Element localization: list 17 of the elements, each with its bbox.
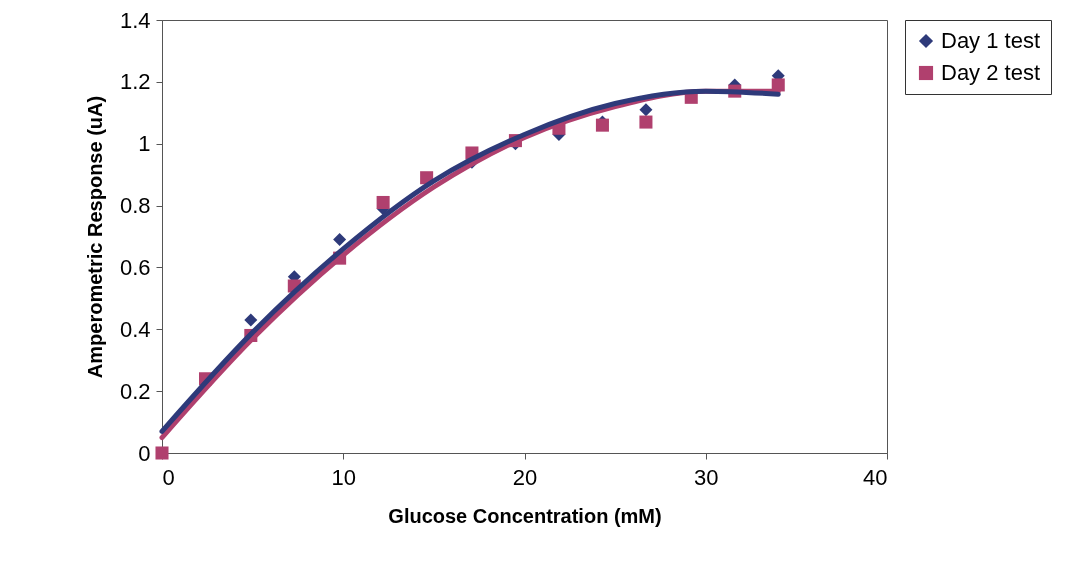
y-tick-label: 0.4	[119, 316, 151, 342]
y-tick-label: 0.2	[119, 378, 151, 404]
y-tick-label: 1	[138, 131, 151, 157]
x-tick-label: 0	[162, 464, 175, 490]
x-tick-label: 30	[694, 464, 719, 490]
legend-label: Day 2 test	[941, 60, 1041, 85]
legend-label: Day 1 test	[941, 28, 1041, 53]
y-tick-label: 0.6	[119, 254, 151, 280]
y-tick-label: 1.2	[119, 69, 151, 95]
x-tick-label: 20	[512, 464, 538, 490]
y-axis-title: Amperometric Response (uA)	[83, 95, 106, 379]
y-tick-label: 0.8	[119, 193, 151, 219]
x-tick-label: 40	[863, 464, 888, 490]
x-tick-label: 10	[331, 464, 356, 490]
y-tick-label: 1.4	[119, 7, 151, 33]
y-tick-label: 0	[138, 440, 151, 466]
x-axis-title: Glucose Concentration (mM)	[388, 504, 662, 527]
